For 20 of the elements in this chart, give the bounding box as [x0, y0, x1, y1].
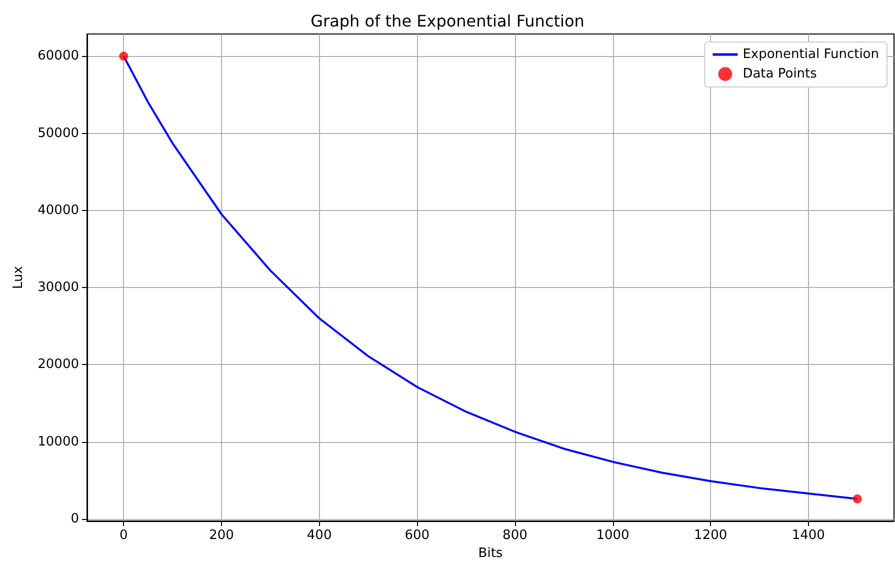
- x-tick-label: 1400: [792, 528, 825, 543]
- x-tick-label: 0: [120, 528, 128, 543]
- x-tick-label: 1000: [596, 528, 630, 543]
- x-tick-label: 800: [502, 528, 528, 543]
- x-tick-label: 400: [306, 528, 332, 543]
- x-axis-title: Bits: [478, 546, 503, 561]
- y-tick-label: 0: [70, 511, 79, 526]
- x-tick-label: 200: [209, 528, 234, 543]
- legend-label: Data Points: [742, 66, 818, 82]
- chart-title: Graph of the Exponential Function: [310, 12, 584, 30]
- y-tick-label: 20000: [38, 357, 79, 372]
- y-tick-label: 30000: [38, 280, 79, 296]
- legend-label: Exponential Function: [742, 47, 880, 62]
- x-tick-label: 600: [404, 528, 430, 543]
- y-tick-label: 40000: [38, 202, 79, 218]
- x-tick-label: 1200: [694, 528, 728, 543]
- y-tick-label: 10000: [38, 434, 79, 450]
- y-axis-title: Lux: [11, 266, 26, 289]
- y-tick-label: 60000: [38, 48, 79, 64]
- y-tick-label: 50000: [38, 126, 79, 141]
